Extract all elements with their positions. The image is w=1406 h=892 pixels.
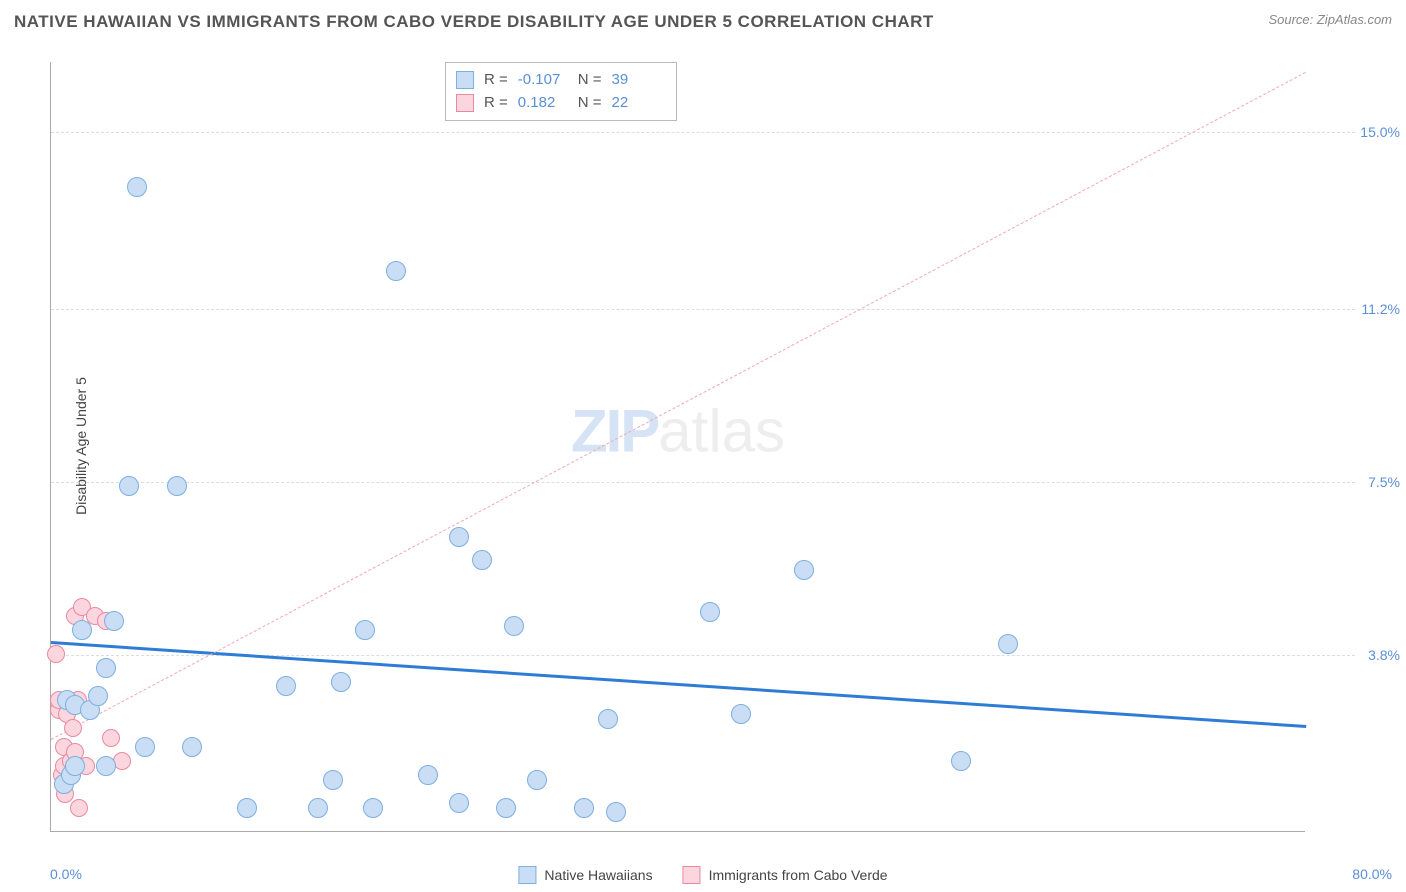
data-point [449,527,469,547]
data-point [331,672,351,692]
legend-swatch [518,866,536,884]
data-point [182,737,202,757]
x-axis-min-label: 0.0% [50,866,82,882]
data-point [731,704,751,724]
data-point [598,709,618,729]
x-axis-max-label: 80.0% [1352,866,1392,882]
data-point [167,476,187,496]
data-point [574,798,594,818]
data-point [951,751,971,771]
legend-label: Immigrants from Cabo Verde [709,867,888,883]
data-point [237,798,257,818]
gridline [51,132,1355,133]
source-attribution: Source: ZipAtlas.com [1268,12,1392,27]
data-point [96,658,116,678]
data-point [64,719,82,737]
data-point [72,620,92,640]
data-point [496,798,516,818]
data-point [47,645,65,663]
r-value: -0.107 [518,69,568,92]
header: NATIVE HAWAIIAN VS IMMIGRANTS FROM CABO … [14,12,1392,40]
data-point [65,756,85,776]
r-label: R = [484,69,508,92]
data-point [104,611,124,631]
chart-title: NATIVE HAWAIIAN VS IMMIGRANTS FROM CABO … [14,12,934,32]
data-point [606,802,626,822]
data-point [449,793,469,813]
r-label: R = [484,92,508,115]
y-tick-label: 11.2% [1361,301,1400,317]
data-point [119,476,139,496]
legend: Native Hawaiians Immigrants from Cabo Ver… [518,866,887,884]
data-point [363,798,383,818]
series-swatch [456,94,474,112]
legend-swatch [683,866,701,884]
data-point [504,616,524,636]
gridline [51,482,1355,483]
watermark-part2: atlas [658,398,785,465]
watermark: ZIPatlas [571,397,785,466]
n-value: 22 [612,92,662,115]
data-point [276,676,296,696]
data-point [527,770,547,790]
data-point [135,737,155,757]
legend-label: Native Hawaiians [544,867,652,883]
stats-row: R = 0.182 N = 22 [456,92,662,115]
data-point [96,756,116,776]
data-point [70,799,88,817]
data-point [323,770,343,790]
data-point [88,686,108,706]
legend-item: Native Hawaiians [518,866,652,884]
legend-item: Immigrants from Cabo Verde [683,866,888,884]
series-swatch [456,71,474,89]
regression-line [51,71,1306,739]
n-label: N = [578,69,602,92]
data-point [418,765,438,785]
data-point [700,602,720,622]
data-point [127,177,147,197]
stats-box: R = -0.107 N = 39 R = 0.182 N = 22 [445,62,677,121]
data-point [355,620,375,640]
y-tick-label: 7.5% [1368,474,1400,490]
data-point [102,729,120,747]
data-point [998,634,1018,654]
y-tick-label: 15.0% [1360,124,1400,140]
data-point [386,261,406,281]
gridline [51,309,1355,310]
y-tick-label: 3.8% [1368,647,1400,663]
data-point [794,560,814,580]
r-value: 0.182 [518,92,568,115]
n-value: 39 [612,69,662,92]
data-point [308,798,328,818]
stats-row: R = -0.107 N = 39 [456,69,662,92]
data-point [472,550,492,570]
plot-area: ZIPatlas 3.8%7.5%11.2%15.0% [50,62,1305,832]
n-label: N = [578,92,602,115]
